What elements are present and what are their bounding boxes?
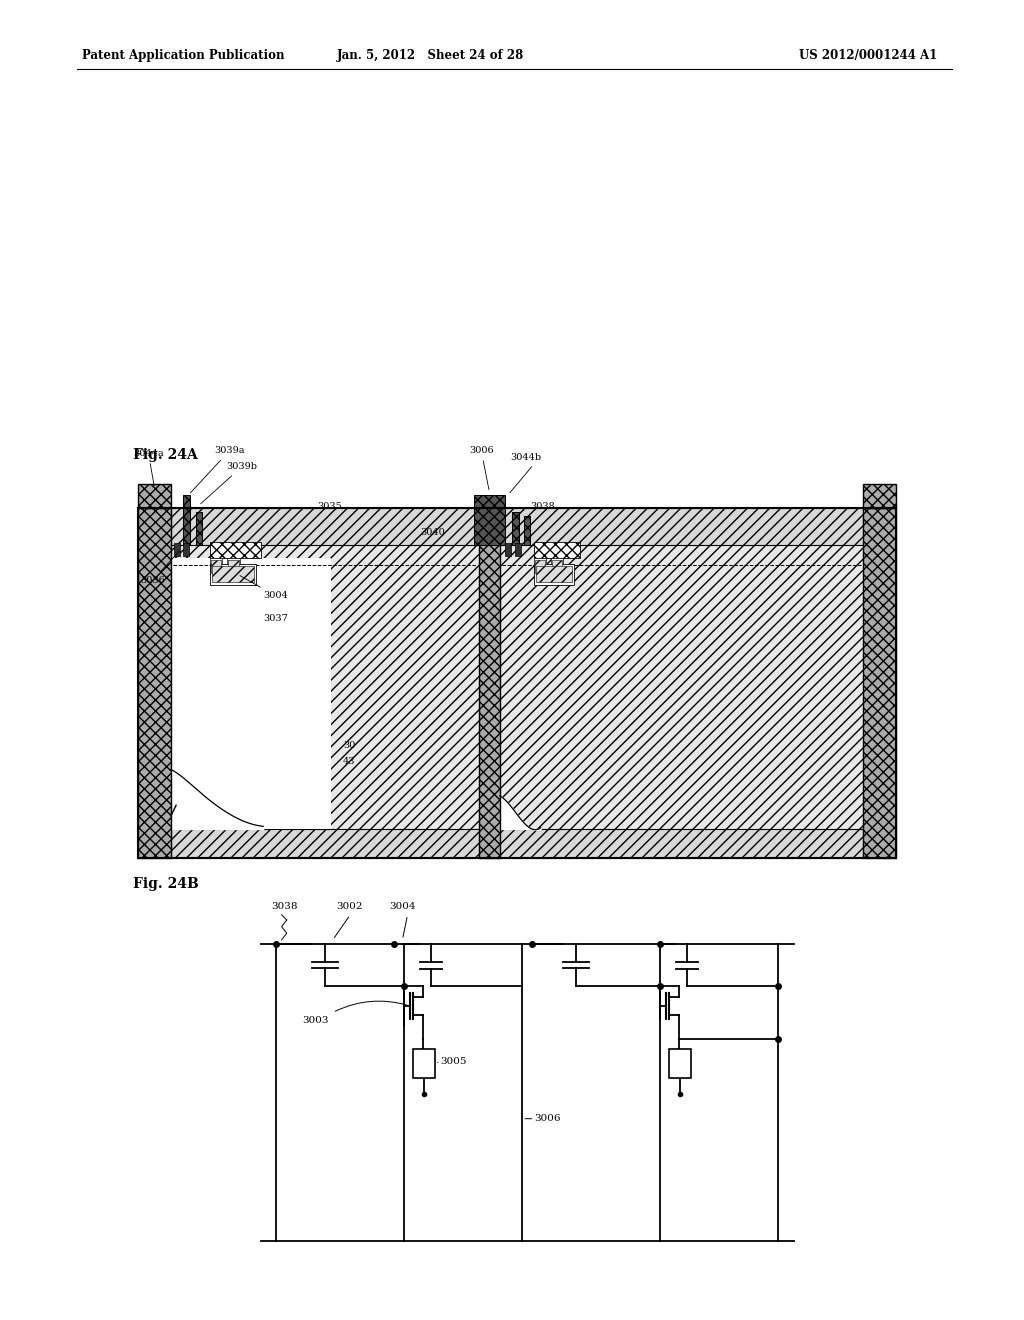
Bar [174, 543, 180, 556]
Bar [552, 560, 562, 573]
Bar [138, 508, 171, 858]
Text: 3039b: 3039b [201, 462, 257, 504]
Text: US 2012/0001244 A1: US 2012/0001244 A1 [799, 49, 937, 62]
Bar [863, 484, 896, 508]
Text: 3038: 3038 [271, 902, 298, 911]
Bar [138, 484, 171, 508]
Text: 3004: 3004 [240, 576, 288, 601]
Bar [669, 1049, 691, 1078]
Bar [196, 512, 202, 545]
Bar [212, 566, 254, 582]
Text: Fig. 24A: Fig. 24A [133, 447, 198, 462]
Bar [171, 829, 863, 858]
Bar [210, 564, 256, 585]
Bar [536, 566, 572, 582]
Bar [535, 560, 545, 573]
Bar [211, 560, 221, 573]
Text: 3004: 3004 [389, 902, 416, 911]
Text: 3005: 3005 [440, 1056, 467, 1065]
Text: 3003: 3003 [302, 1016, 329, 1026]
Text: 3044a: 3044a [133, 449, 164, 486]
Bar [227, 558, 240, 574]
Bar [505, 543, 511, 556]
Bar [183, 543, 189, 556]
Bar [512, 512, 519, 545]
Text: 3044b: 3044b [510, 453, 541, 462]
Text: 3006: 3006 [535, 1114, 561, 1123]
Bar [534, 564, 574, 585]
Bar [534, 541, 580, 558]
Text: 43: 43 [343, 756, 355, 766]
Text: 3038: 3038 [530, 502, 555, 511]
Bar [551, 558, 563, 574]
Text: Patent Application Publication: Patent Application Publication [82, 49, 285, 62]
Bar [171, 545, 479, 829]
Text: 30: 30 [343, 741, 355, 750]
Bar [413, 1049, 435, 1078]
Bar [500, 545, 863, 829]
Bar [210, 558, 222, 574]
Bar [474, 495, 505, 545]
Text: 3040: 3040 [421, 528, 445, 537]
Text: 3002: 3002 [336, 902, 362, 911]
Bar [515, 543, 521, 556]
Text: 3037: 3037 [263, 614, 288, 623]
Bar [171, 558, 332, 829]
Text: Jan. 5, 2012   Sheet 24 of 28: Jan. 5, 2012 Sheet 24 of 28 [337, 49, 523, 62]
Text: 3036: 3036 [140, 552, 179, 585]
Bar [524, 516, 530, 545]
Text: 3035: 3035 [317, 502, 342, 511]
Bar [171, 508, 863, 545]
Bar [479, 508, 500, 858]
Bar [863, 508, 896, 858]
Text: 3039a: 3039a [190, 446, 245, 492]
Bar [228, 560, 239, 573]
Text: 3006: 3006 [469, 446, 494, 490]
Bar [183, 495, 190, 545]
Text: Fig. 24B: Fig. 24B [133, 876, 199, 891]
Bar [210, 541, 261, 558]
Bar [534, 558, 546, 574]
